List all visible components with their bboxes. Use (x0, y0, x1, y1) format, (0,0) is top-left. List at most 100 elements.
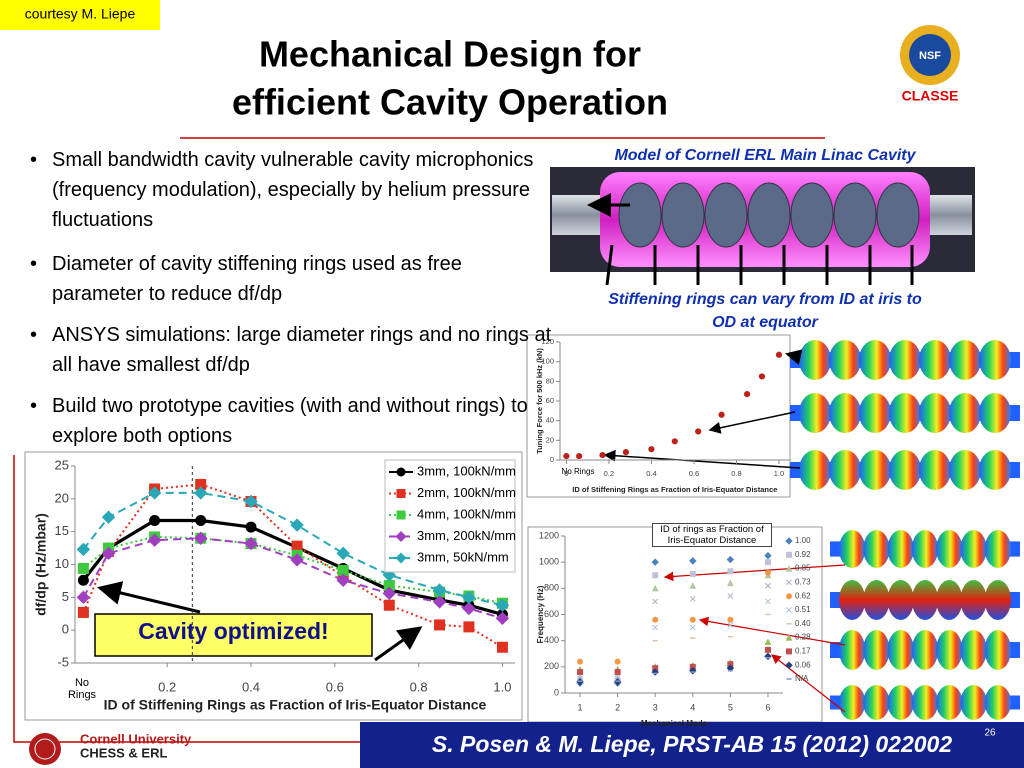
marker (764, 551, 772, 560)
arrow (603, 449, 801, 469)
legend-label: 0.51 (795, 605, 811, 614)
x-tick-label: 3 (653, 702, 658, 712)
y-tick-label: 10 (55, 556, 69, 571)
marker (290, 518, 304, 532)
marker (432, 595, 447, 609)
marker (495, 611, 510, 626)
x-tick-label: 0.4 (242, 679, 260, 694)
x-tick-label: 0.6 (326, 679, 344, 694)
marker (651, 584, 659, 592)
cavity-cell (618, 182, 662, 248)
marker (786, 593, 792, 600)
x-tick-label: 5 (728, 702, 733, 712)
render-cell (799, 450, 831, 490)
title: Mechanical Design for (259, 34, 641, 75)
x-tick-label: 0.2 (604, 469, 614, 478)
marker (383, 599, 395, 611)
render-cell (829, 450, 861, 490)
marker (101, 546, 116, 561)
marker (765, 582, 771, 589)
x-tick-label: 1.0 (774, 469, 784, 478)
render-cell (829, 393, 861, 433)
y-tick-label: 15 (55, 523, 69, 538)
x-tick-label: 0.6 (689, 469, 699, 478)
marker (689, 570, 696, 577)
marker (396, 510, 406, 520)
arrow (708, 411, 796, 434)
marker (727, 568, 734, 575)
x-axis-label: Mechanical Mode (641, 719, 708, 728)
legend-label: 1.00 (795, 536, 811, 545)
marker (765, 598, 771, 605)
marker (76, 590, 91, 605)
marker (671, 438, 678, 445)
legend-label: N/A (795, 674, 809, 683)
marker (195, 515, 207, 527)
marker (727, 622, 734, 628)
svg-text:NSF: NSF (919, 50, 941, 62)
credit: courtesy M. Liepe (25, 6, 136, 22)
render-cell (936, 530, 963, 568)
marker (652, 598, 659, 605)
marker (764, 646, 771, 653)
marker (785, 564, 793, 572)
y-tick-label: 0 (550, 455, 554, 464)
marker (149, 515, 161, 527)
render-cell (859, 393, 891, 433)
x-tick-label: 2 (615, 702, 620, 712)
marker (727, 593, 734, 600)
legend-label: 0.73 (795, 578, 811, 587)
frame-line (13, 455, 360, 743)
marker (244, 494, 258, 509)
render-cell (960, 685, 987, 720)
render-cell (936, 580, 963, 620)
x-tick-label: 1.0 (493, 679, 511, 694)
render-cell (979, 450, 1011, 490)
y-tick-label: 0 (554, 687, 559, 697)
marker (785, 633, 793, 641)
marker (652, 572, 659, 579)
marker (496, 641, 508, 653)
cavity-cell (704, 182, 748, 248)
render-cell (863, 530, 890, 568)
series-line (82, 483, 503, 649)
legend-label: 3mm, 50kN/mm (417, 549, 509, 564)
page-number: 26 (984, 728, 996, 739)
y-tick-label: 800 (544, 583, 559, 593)
annotation: ID of rings as Fraction of Iris-Equator … (652, 523, 772, 547)
y-axis-label: Frequency (Hz) (536, 585, 545, 643)
cavity-cell (833, 182, 877, 248)
render-cell (889, 340, 921, 380)
ring-pointer (605, 244, 614, 286)
marker (396, 467, 406, 477)
marker (689, 595, 696, 602)
marker (77, 606, 89, 618)
y-tick-label: 1200 (539, 530, 559, 540)
marker (336, 546, 350, 561)
x-axis-label: ID of Stiffening Rings as Fraction of Ir… (572, 485, 777, 494)
annotation: Cavity optimized! (138, 618, 329, 644)
y-tick-label: 80 (546, 376, 554, 385)
legend-label: 0.85 (795, 564, 811, 573)
render-cell (911, 580, 939, 620)
marker (786, 579, 792, 586)
render-cell (949, 450, 981, 490)
marker (727, 579, 734, 587)
render-cell (859, 450, 891, 490)
x-tick-label: 6 (765, 702, 770, 712)
marker (576, 452, 583, 460)
x-tick-label: 0.4 (646, 469, 656, 478)
render-cell (839, 685, 866, 720)
marker (786, 551, 792, 558)
marker (718, 411, 725, 418)
render-cell (984, 580, 1011, 620)
render-cell (839, 530, 866, 568)
render-cell (984, 685, 1011, 720)
marker (395, 552, 407, 564)
marker (775, 351, 783, 358)
marker (785, 661, 793, 669)
marker (382, 586, 396, 601)
marker (336, 573, 350, 587)
cornell-seal (29, 733, 61, 765)
marker (758, 373, 766, 380)
